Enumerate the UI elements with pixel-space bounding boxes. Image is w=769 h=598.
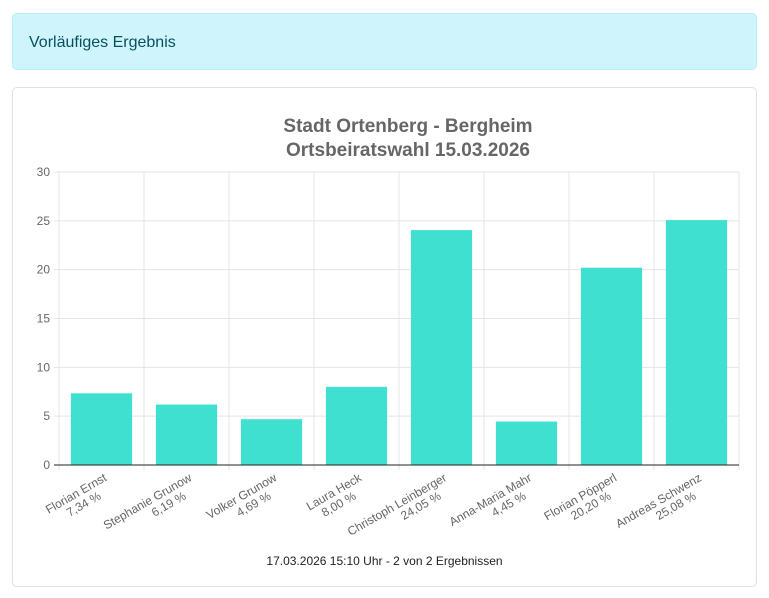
x-tick-label: Andreas Schwenz25,08 % [613, 470, 710, 542]
y-tick-label: 20 [37, 263, 51, 277]
bar-chart: Stadt Ortenberg - Bergheim Ortsbeiratswah… [37, 116, 740, 543]
chart-title-line: Stadt Ortenberg - Bergheim [283, 116, 532, 137]
y-tick-label: 5 [43, 409, 50, 423]
bar [580, 267, 643, 465]
x-tick-label: Florian Pöpperl20,20 % [542, 470, 626, 534]
x-tick-label: Volker Grunow4,69 % [204, 470, 286, 533]
bar [495, 421, 558, 465]
chart-title-line: Ortsbeiratswahl 15.03.2026 [286, 140, 530, 161]
y-tick-label: 10 [37, 360, 51, 374]
x-tick-label: Stephanie Grunow6,19 % [101, 470, 201, 543]
bar [155, 404, 218, 465]
bar [325, 386, 388, 465]
y-tick-label: 15 [37, 312, 51, 326]
bar [410, 230, 473, 465]
y-tick-label: 30 [37, 165, 51, 179]
status-alert: Vorläufiges Ergebnis [12, 13, 757, 70]
alert-text: Vorläufiges Ergebnis [29, 34, 176, 51]
bar [240, 419, 303, 465]
bar [665, 220, 728, 465]
x-tick-label: Anna-Maria Mahr4,45 % [447, 470, 541, 540]
y-tick-label: 0 [43, 458, 50, 472]
chart-card: Stadt Ortenberg - Bergheim Ortsbeiratswah… [12, 87, 757, 587]
bar [70, 393, 133, 465]
chart-footer: 17.03.2026 15:10 Uhr - 2 von 2 Ergebniss… [266, 554, 503, 568]
y-tick-label: 25 [37, 214, 51, 228]
